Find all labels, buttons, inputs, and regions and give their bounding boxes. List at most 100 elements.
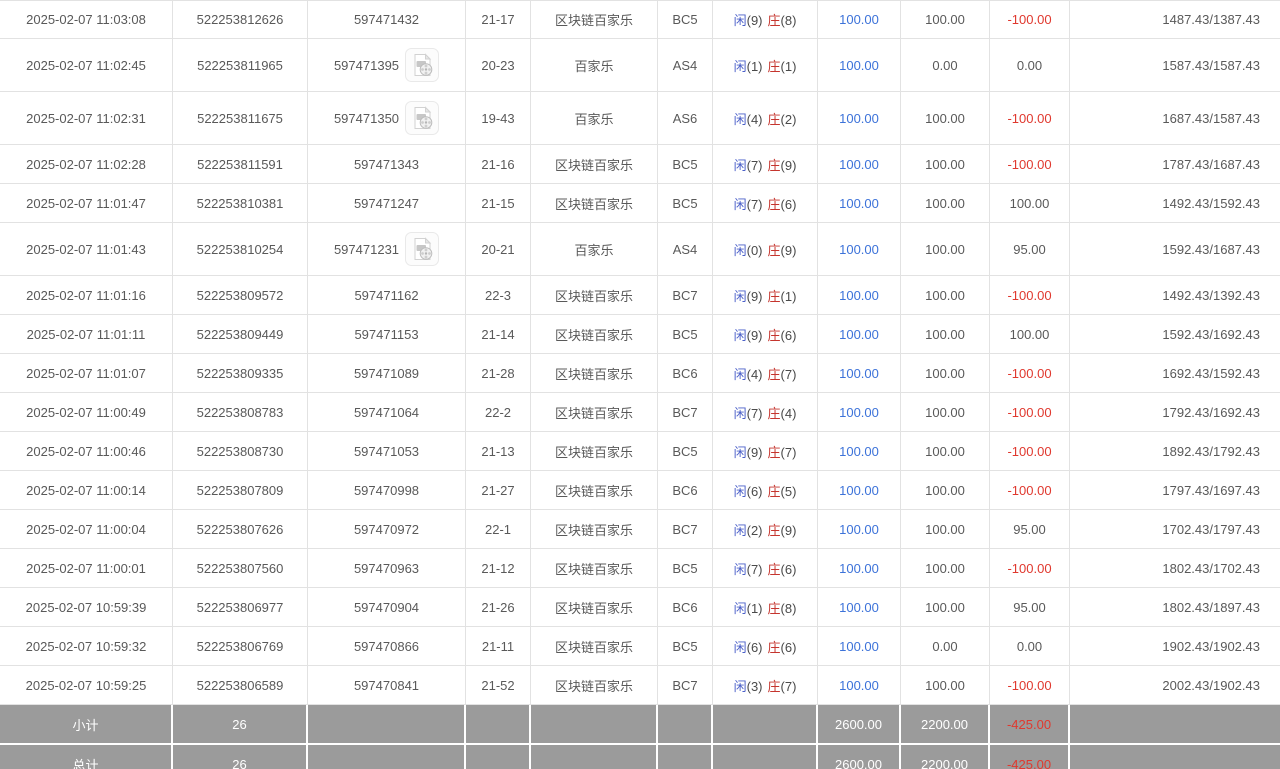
cell-game-type: 区块链百家乐: [531, 354, 658, 393]
cell-bet-amount: 100.00: [818, 627, 901, 666]
cell-game-id: 597471350: [308, 92, 466, 145]
cell-table-code: BC6: [658, 588, 713, 627]
cell-time: 2025-02-07 11:00:01: [0, 549, 173, 588]
game-id-wrap: 597471231: [334, 232, 440, 266]
game-id-text: 597471432: [353, 12, 420, 27]
subtotal-label: 小计: [0, 705, 173, 743]
game-id-text: 597470972: [353, 521, 420, 537]
video-icon[interactable]: [405, 232, 440, 266]
cell-game-type: 区块链百家乐: [531, 184, 658, 223]
cell-bet-amount: 100.00: [818, 666, 901, 705]
game-id-text: 597470841: [353, 677, 420, 693]
banker-label: 庄: [767, 58, 781, 74]
cell-game-type: 区块链百家乐: [531, 432, 658, 471]
cell-round: 21-27: [466, 471, 531, 510]
cell-bet-id: 522253811675: [173, 92, 308, 145]
game-id-text: 597471153: [354, 326, 419, 342]
banker-score: (6): [780, 639, 797, 655]
game-id-text: 597471053: [353, 443, 420, 459]
cell-result: 闲(9) 庄(6): [713, 315, 818, 354]
cell-valid-amount: 100.00: [901, 0, 990, 39]
cell-time: 2025-02-07 11:01:07: [0, 354, 173, 393]
video-icon[interactable]: [405, 101, 440, 135]
cell-time: 2025-02-07 11:00:46: [0, 432, 173, 471]
player-label: 闲: [733, 13, 747, 28]
cell-bet-id: 522253806589: [173, 666, 308, 705]
cell-table-code: BC5: [658, 627, 713, 666]
player-score: (2): [746, 522, 763, 538]
player-score: (4): [746, 366, 763, 382]
player-score: (3): [746, 678, 763, 694]
footer-empty-cell: [713, 705, 818, 743]
cell-round: 20-23: [466, 39, 531, 92]
player-score: (6): [746, 639, 763, 655]
banker-score: (6): [780, 327, 797, 343]
cell-bet-id: 522253811591: [173, 145, 308, 184]
subtotal-row: 小计 26 2600.00 2200.00 -425.00: [0, 705, 1280, 743]
cell-balance: 1802.43/1897.43: [1070, 588, 1280, 627]
footer-empty-cell: [1070, 705, 1280, 743]
player-label: 闲: [733, 444, 747, 460]
cell-bet-id: 522253810254: [173, 223, 308, 276]
table-row: 2025-02-07 11:00:46 522253808730 5974710…: [0, 432, 1280, 471]
cell-table-code: BC5: [658, 432, 713, 471]
player-score: (9): [746, 327, 763, 343]
banker-score: (7): [780, 366, 797, 382]
player-label: 闲: [733, 522, 747, 538]
banker-label: 庄: [767, 522, 781, 538]
cell-valid-amount: 100.00: [901, 666, 990, 705]
cell-time: 2025-02-07 11:03:08: [0, 0, 173, 39]
cell-game-id: 597471247: [308, 184, 466, 223]
banker-score: (1): [780, 288, 797, 304]
cell-game-type: 区块链百家乐: [531, 471, 658, 510]
cell-valid-amount: 100.00: [901, 432, 990, 471]
cell-valid-amount: 100.00: [901, 588, 990, 627]
game-id-text: 597471089: [353, 365, 420, 381]
cell-valid-amount: 100.00: [901, 223, 990, 276]
cell-bet-amount: 100.00: [818, 471, 901, 510]
cell-balance: 2002.43/1902.43: [1070, 666, 1280, 705]
cell-balance: 1792.43/1692.43: [1070, 393, 1280, 432]
cell-win-loss: -100.00: [990, 666, 1070, 705]
footer-empty-cell: [531, 743, 658, 769]
cell-balance: 1892.43/1792.43: [1070, 432, 1280, 471]
player-score: (7): [746, 196, 763, 212]
cell-valid-amount: 100.00: [901, 315, 990, 354]
footer-empty-cell: [531, 705, 658, 743]
cell-round: 21-52: [466, 666, 531, 705]
cell-game-id: 597471064: [308, 393, 466, 432]
table-row: 2025-02-07 11:01:11 522253809449 5974711…: [0, 315, 1280, 354]
table-row: 2025-02-07 10:59:32 522253806769 5974708…: [0, 627, 1280, 666]
total-label: 总计: [0, 743, 173, 769]
cell-result: 闲(7) 庄(4): [713, 393, 818, 432]
cell-result: 闲(1) 庄(1): [713, 39, 818, 92]
banker-label: 庄: [767, 288, 781, 304]
video-icon[interactable]: [405, 48, 440, 82]
cell-game-id: 597471432: [308, 0, 466, 39]
banker-score: (1): [780, 58, 797, 74]
player-label: 闲: [733, 111, 747, 127]
cell-time: 2025-02-07 10:59:25: [0, 666, 173, 705]
cell-balance: 1787.43/1687.43: [1070, 145, 1280, 184]
banker-score: (6): [780, 196, 797, 212]
subtotal-valid-amount: 2200.00: [901, 705, 990, 743]
cell-round: 21-15: [466, 184, 531, 223]
banker-score: (8): [780, 13, 797, 28]
cell-balance: 1487.43/1387.43: [1070, 0, 1280, 39]
cell-table-code: BC6: [658, 471, 713, 510]
player-score: (6): [746, 483, 763, 499]
cell-bet-amount: 100.00: [818, 92, 901, 145]
cell-game-type: 区块链百家乐: [531, 666, 658, 705]
cell-balance: 1492.43/1592.43: [1070, 184, 1280, 223]
banker-score: (4): [780, 405, 797, 421]
game-id-wrap: 597470904: [354, 600, 419, 615]
cell-valid-amount: 100.00: [901, 549, 990, 588]
cell-round: 21-14: [466, 315, 531, 354]
game-id-wrap: 597470963: [354, 561, 419, 576]
cell-result: 闲(6) 庄(6): [713, 627, 818, 666]
player-label: 闲: [733, 288, 747, 304]
game-id-text: 597471343: [353, 156, 420, 172]
banker-score: (6): [780, 561, 797, 577]
cell-bet-amount: 100.00: [818, 432, 901, 471]
player-score: (4): [746, 111, 763, 127]
